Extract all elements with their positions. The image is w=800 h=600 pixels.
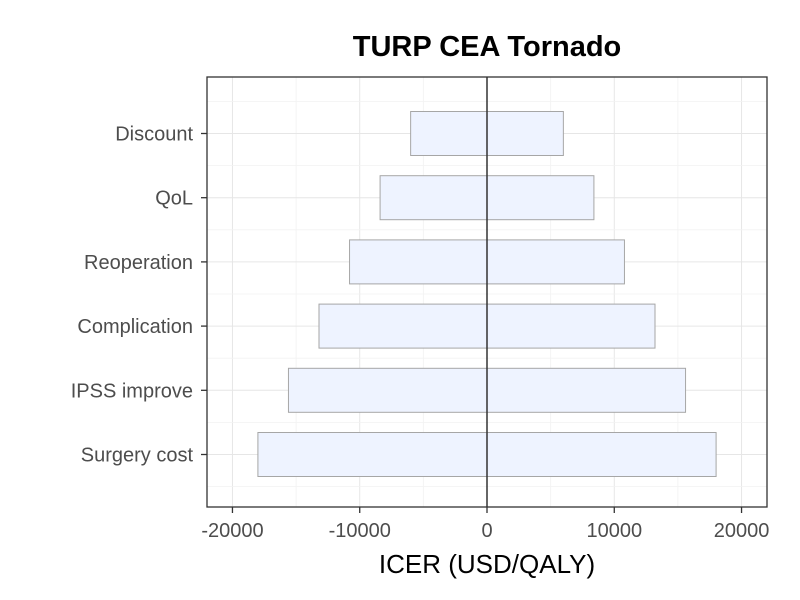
y-tick-label: Surgery cost bbox=[81, 445, 194, 467]
x-axis-title: ICER (USD/QALY) bbox=[379, 549, 595, 579]
x-tick-label: -20000 bbox=[201, 520, 263, 542]
y-tick-label: Complication bbox=[77, 316, 193, 338]
x-tick-label: 10000 bbox=[586, 520, 642, 542]
y-tick-label: IPSS improve bbox=[71, 380, 193, 402]
y-axis: Surgery cost IPSS improve Complication Reop… bbox=[71, 124, 207, 467]
x-tick-label: 20000 bbox=[714, 520, 770, 542]
x-tick-label: 0 bbox=[481, 520, 492, 542]
y-tick-label: QoL bbox=[155, 188, 193, 210]
chart-title: TURP CEA Tornado bbox=[353, 31, 622, 63]
x-axis: -20000 -10000 0 10000 20000 bbox=[201, 507, 769, 542]
x-tick-label: -10000 bbox=[329, 520, 391, 542]
y-tick-label: Discount bbox=[115, 124, 193, 146]
y-tick-label: Reoperation bbox=[84, 252, 193, 274]
